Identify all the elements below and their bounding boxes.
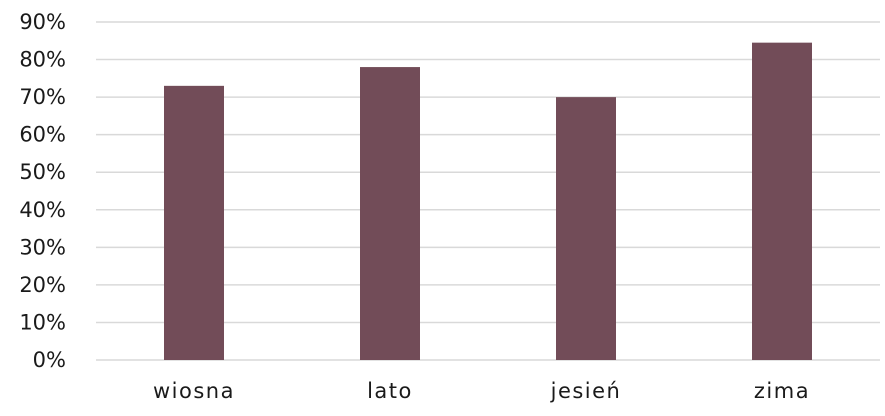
y-axis-tick-labels: 0% 10% 20% 30% 40% 50% 60% 70% 80% 90% [19,10,66,372]
y-tick-label: 0% [33,348,66,372]
bar-1 [164,85,224,360]
bar-4 [752,42,812,361]
bar-3 [556,97,616,360]
bars [164,42,812,361]
y-tick-label: 60% [19,123,66,147]
x-category-label: wiosna [153,379,235,403]
gridlines [96,21,880,361]
y-tick-label: 90% [19,10,66,34]
bar-2 [360,67,420,361]
x-category-label: jesień [550,379,622,403]
y-tick-label: 40% [19,198,66,222]
y-tick-label: 30% [19,235,66,259]
y-tick-label: 10% [19,310,66,334]
x-category-label: lato [367,379,413,403]
y-tick-label: 80% [19,48,66,72]
y-tick-label: 20% [19,273,66,297]
y-tick-label: 70% [19,85,66,109]
x-category-label: zima [754,379,810,403]
x-axis-category-labels: wiosna lato jesień zima [153,379,810,403]
y-tick-label: 50% [19,160,66,184]
